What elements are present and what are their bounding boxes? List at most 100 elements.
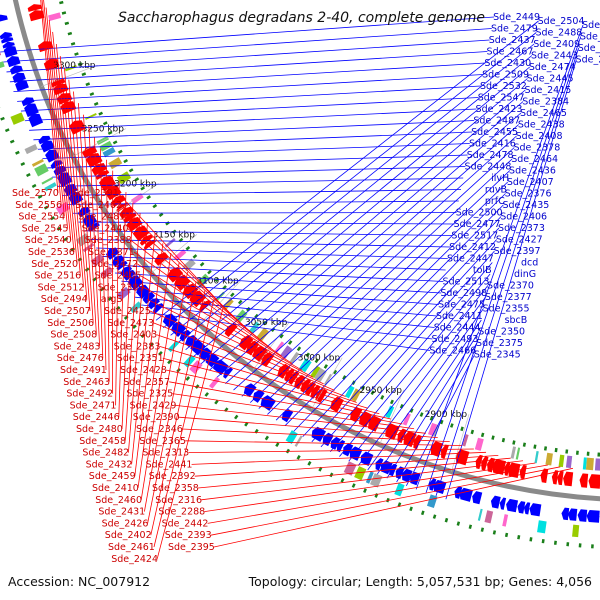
gene-arrow (481, 456, 489, 471)
dot-tick (93, 101, 99, 106)
leader-line (47, 154, 468, 169)
leader-line (42, 143, 470, 160)
category-block (323, 373, 333, 386)
dot-tick (314, 358, 319, 364)
gene-arrow (77, 207, 91, 218)
leader-line (210, 466, 561, 536)
gene-label-forward: Sde_2375 (476, 338, 523, 349)
dot-tick (230, 292, 235, 298)
dot-tick (192, 254, 198, 259)
dot-tick (20, 161, 26, 166)
leader-line (55, 43, 78, 264)
leader-line (136, 263, 293, 364)
dot-tick (468, 524, 473, 529)
gene-label-forward: Sde_2532 (480, 81, 527, 92)
gene-arrow (359, 411, 373, 428)
leader-line (258, 170, 511, 409)
category-block (314, 367, 327, 382)
gene-label-forward: Sde_2467 (487, 47, 534, 58)
category-block (248, 321, 261, 334)
dot-tick (0, 116, 5, 121)
dot-tick (134, 177, 140, 182)
gene-label-forward: Sde_2350 (478, 327, 525, 338)
leader-line (133, 251, 282, 357)
category-block (502, 514, 509, 527)
leader-line (52, 166, 466, 178)
dot-tick (81, 72, 87, 77)
gene-label-forward: Sde_2465 (520, 108, 567, 119)
category-block (116, 286, 131, 300)
leader-line (84, 230, 453, 236)
dot-tick (74, 52, 79, 56)
leader-line (181, 428, 450, 443)
category-block (31, 158, 44, 167)
gene-label-forward: Sde_2334 (578, 43, 600, 54)
dot-tick (305, 352, 310, 358)
gene-label-reverse: Sde_2556 (15, 200, 62, 211)
gene-label-forward: Sde_2355 (483, 304, 530, 315)
dot-tick (444, 517, 449, 523)
dot-tick (132, 324, 137, 330)
gene-label-forward: Sde_2340 (580, 32, 600, 43)
gene-label-reverse: Sde_2316 (155, 495, 202, 506)
leader-line (213, 467, 573, 548)
gene-label-forward: Sde_2447 (447, 254, 494, 265)
gene-label-forward: Sde_2370 (487, 281, 534, 292)
gene-arrow (37, 41, 54, 53)
category-block (10, 112, 25, 125)
leader-line (156, 334, 357, 403)
gene-label-forward: Sde_2443 (531, 51, 578, 62)
dot-tick (397, 502, 402, 507)
category-block (484, 510, 494, 524)
leader-line (348, 285, 489, 462)
kbp-tick-label: 3250 kbp (82, 125, 125, 135)
kbp-tick-label: 2950 kbp (360, 386, 403, 396)
category-block (433, 424, 439, 437)
leader-line (149, 310, 335, 391)
gene-label-reverse: Sde_2288 (158, 507, 205, 518)
dot-tick (264, 435, 270, 441)
leader-line (37, 131, 473, 150)
leader-line (29, 108, 477, 131)
gene-arrow (12, 72, 26, 84)
gene-label-reverse: Sde_2536 (28, 247, 75, 258)
gene-label-reverse: Sde_2365 (139, 436, 186, 447)
leader-line (216, 112, 522, 378)
leader-line (6, 39, 490, 73)
category-block (85, 113, 97, 120)
category-block (537, 520, 547, 534)
leader-line (57, 177, 464, 187)
gene-label-reverse: Sde_2392 (149, 471, 196, 482)
gene-arrow (1, 36, 14, 44)
dot-tick (296, 346, 302, 352)
gene-label-forward: tolB (473, 265, 492, 276)
gene-label-forward: Sde_2408 (516, 131, 563, 142)
gene-label-reverse: Sde_2459 (89, 471, 136, 482)
leader-line (48, 19, 72, 241)
leader-line (185, 440, 462, 446)
kbp-tick-label: 3100 kbp (196, 277, 239, 287)
leader-line (115, 181, 120, 406)
genome-summary-text: Topology: circular; Length: 5,057,531 bp… (248, 574, 592, 589)
leader-line (172, 393, 415, 430)
category-block (285, 430, 298, 445)
dot-tick (107, 296, 113, 302)
gene-label-reverse: Sde_2508 (50, 330, 97, 341)
leader-line (162, 357, 380, 415)
gene-arrow (123, 212, 137, 224)
gene-arrow (95, 170, 110, 180)
dot-tick (158, 351, 163, 356)
gene-arrow (557, 470, 564, 486)
leader-line (156, 307, 224, 559)
leader-line (134, 296, 435, 328)
dot-tick (254, 313, 259, 319)
gene-arrow (310, 384, 321, 399)
gene-label-forward: Sde_2436 (509, 166, 556, 177)
leader-line (435, 47, 579, 497)
gene-label-forward: Sde_2406 (500, 212, 547, 223)
dot-tick (522, 442, 527, 447)
category-block (64, 64, 77, 72)
gene-label-forward: Sde_2438 (518, 120, 565, 131)
gene-arrow (40, 140, 55, 153)
gene-label-reverse: Sde_2540 (25, 235, 72, 246)
